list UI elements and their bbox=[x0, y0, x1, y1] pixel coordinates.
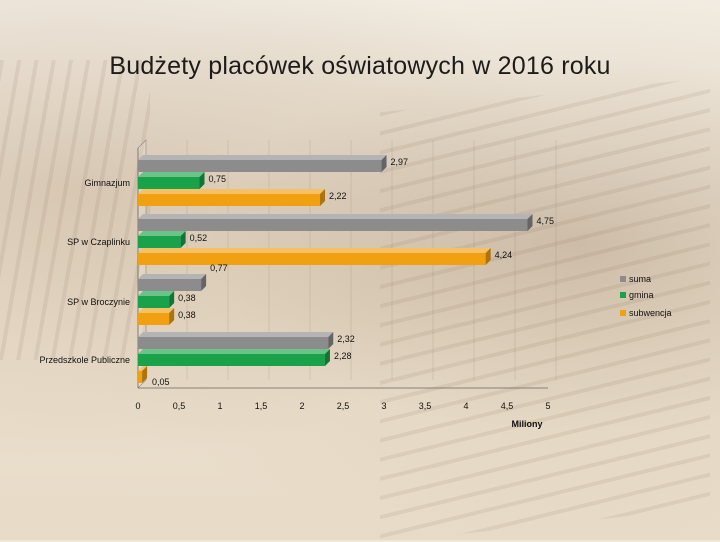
bar-end-face bbox=[142, 366, 148, 383]
category-label: SP w Broczynie bbox=[67, 297, 130, 307]
slide-title: Budżety placówek oświatowych w 2016 roku bbox=[109, 52, 611, 80]
x-tick-label: 3 bbox=[381, 401, 386, 411]
bar-end-face bbox=[169, 308, 175, 325]
data-label: 2,32 bbox=[337, 334, 355, 344]
bar-top-face bbox=[138, 349, 330, 354]
bar-suma bbox=[138, 337, 329, 349]
x-tick-label: 2 bbox=[299, 401, 304, 411]
bar-top-face bbox=[138, 274, 207, 279]
bar-gmina bbox=[138, 296, 170, 308]
legend-label: subwencja bbox=[629, 308, 672, 318]
category-label: Przedszkole Publiczne bbox=[39, 355, 130, 365]
bar-top-face bbox=[138, 231, 186, 236]
bar-gmina bbox=[138, 354, 325, 366]
legend-label: suma bbox=[629, 274, 651, 284]
category-label: Gimnazjum bbox=[84, 178, 130, 188]
data-label: 2,97 bbox=[391, 157, 409, 167]
x-tick-label: 4 bbox=[463, 401, 468, 411]
x-tick-label: 3,5 bbox=[419, 401, 432, 411]
bar-top-face bbox=[138, 291, 175, 296]
bar-top-face bbox=[138, 155, 387, 160]
bar-suma bbox=[138, 279, 202, 291]
bar-end-face bbox=[320, 189, 326, 206]
bar-top-face bbox=[138, 189, 326, 194]
category-label: SP w Czaplinku bbox=[67, 237, 130, 247]
bar-end-face bbox=[527, 214, 533, 231]
bar-end-face bbox=[169, 291, 175, 308]
bar-end-face bbox=[201, 274, 207, 291]
bar-end-face bbox=[199, 172, 205, 189]
x-tick-label: 1,5 bbox=[255, 401, 268, 411]
legend-swatch-subwencja bbox=[620, 310, 626, 316]
data-label: 2,28 bbox=[334, 351, 352, 361]
bar-top-face bbox=[138, 332, 334, 337]
x-tick-label: 4,5 bbox=[501, 401, 514, 411]
legend-label: gmina bbox=[629, 290, 654, 300]
x-tick-label: 5 bbox=[545, 401, 550, 411]
bar-top-face bbox=[138, 214, 533, 219]
bar-top-face bbox=[138, 366, 148, 371]
bar-end-face bbox=[381, 155, 387, 172]
bar-top-face bbox=[138, 172, 205, 177]
data-label: 0,38 bbox=[178, 293, 196, 303]
data-label: 2,22 bbox=[329, 191, 347, 201]
data-label: 4,24 bbox=[495, 250, 513, 260]
data-label: 0,52 bbox=[190, 233, 208, 243]
bar-top-face bbox=[138, 248, 491, 253]
legend-swatch-gmina bbox=[620, 292, 626, 298]
x-tick-label: 0 bbox=[135, 401, 140, 411]
x-axis-title: Miliony bbox=[512, 419, 543, 429]
bar-subwencja bbox=[138, 371, 143, 383]
bar-subwencja bbox=[138, 253, 486, 265]
bar-top-face bbox=[138, 308, 175, 313]
data-label: 0,75 bbox=[209, 174, 227, 184]
data-label: 0,77 bbox=[210, 263, 228, 273]
data-label: 0,05 bbox=[152, 377, 170, 387]
bar-subwencja bbox=[138, 313, 170, 325]
bar-subwencja bbox=[138, 194, 321, 206]
bar-end-face bbox=[180, 231, 186, 248]
bar-end-face bbox=[485, 248, 491, 265]
bar-end-face bbox=[324, 349, 330, 366]
data-label: 4,75 bbox=[537, 216, 555, 226]
bar-suma bbox=[138, 160, 382, 172]
bar-gmina bbox=[138, 177, 200, 189]
bar-gmina bbox=[138, 236, 181, 248]
x-tick-label: 2,5 bbox=[337, 401, 350, 411]
bar-suma bbox=[138, 219, 528, 231]
book-text-texture-left bbox=[0, 60, 150, 360]
x-tick-label: 0,5 bbox=[173, 401, 186, 411]
data-label: 0,38 bbox=[178, 310, 196, 320]
bar-end-face bbox=[328, 332, 334, 349]
x-tick-label: 1 bbox=[217, 401, 222, 411]
legend-swatch-suma bbox=[620, 276, 626, 282]
